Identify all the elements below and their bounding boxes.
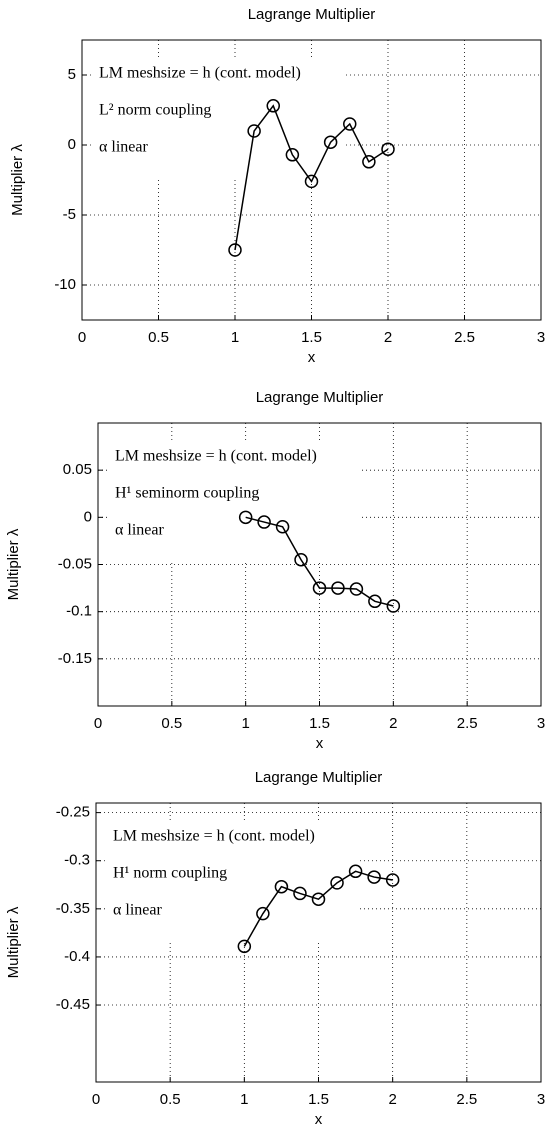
chart-title: Lagrange Multiplier (256, 389, 384, 406)
data-point (257, 515, 271, 529)
annotation: α linear (113, 902, 162, 919)
annotation: LM meshsize = h (cont. model) (115, 448, 317, 465)
y-axis-label: Multiplier λ (5, 906, 22, 978)
chart-title: Lagrange Multiplier (255, 769, 383, 786)
x-tick-label: 2 (384, 329, 392, 346)
x-tick-label: 0 (78, 329, 86, 346)
data-point (381, 142, 395, 156)
x-tick-label: 0 (94, 715, 102, 732)
data-point (266, 99, 280, 113)
axes-frame (97, 422, 542, 707)
data-line (234, 104, 389, 251)
data-point (330, 876, 344, 890)
x-tick-label: 0 (92, 1091, 100, 1108)
data-point (343, 117, 357, 131)
y-tick-label: -0.25 (56, 804, 90, 821)
x-tick-label: 2 (389, 715, 397, 732)
annotation: H¹ norm coupling (113, 865, 227, 882)
y-tick-label: -10 (54, 276, 76, 293)
y-tick-label: -0.4 (64, 948, 90, 965)
y-tick-label: -0.05 (58, 555, 92, 572)
data-point (228, 243, 242, 257)
annotation: L² norm coupling (99, 102, 211, 119)
y-tick-label: -0.1 (66, 603, 92, 620)
x-axis-label: x (316, 735, 324, 752)
y-tick-label: 0.05 (63, 461, 92, 478)
y-axis-label: Multiplier λ (5, 528, 22, 600)
annotation: LM meshsize = h (cont. model) (99, 65, 301, 82)
x-tick-label: 2 (388, 1091, 396, 1108)
x-tick-label: 0.5 (161, 715, 182, 732)
chart-title: Lagrange Multiplier (248, 6, 376, 23)
axes-frame (81, 39, 542, 321)
data-point (275, 520, 290, 534)
data-point (312, 581, 327, 595)
y-tick-label: -0.35 (56, 900, 90, 917)
annotation: α linear (115, 522, 164, 539)
y-tick-label: -0.45 (56, 996, 90, 1013)
data-point (285, 148, 300, 162)
x-tick-label: 2.5 (454, 329, 475, 346)
x-tick-label: 2.5 (456, 1091, 477, 1108)
data-point (238, 510, 253, 525)
y-axis-label: Multiplier λ (9, 144, 26, 216)
annotation: H¹ seminorm coupling (115, 485, 259, 502)
x-tick-label: 1 (231, 329, 239, 346)
y-tick-label: 5 (68, 66, 76, 83)
y-tick-label: 0 (84, 508, 92, 525)
annotation-box (110, 441, 360, 561)
data-point (294, 553, 308, 567)
data-point (256, 906, 270, 921)
data-point (304, 174, 319, 189)
data-point (367, 870, 381, 884)
data-point (293, 886, 307, 901)
x-tick-label: 1.5 (301, 329, 322, 346)
annotation-box (108, 821, 358, 941)
annotation: LM meshsize = h (cont. model) (113, 828, 315, 845)
data-point (386, 599, 401, 613)
data-point (385, 873, 400, 887)
y-tick-label: 0 (68, 136, 76, 153)
y-tick-label: -0.3 (64, 852, 90, 869)
x-axis-label: x (315, 1111, 323, 1128)
data-point (349, 582, 364, 596)
axes-frame (95, 802, 542, 1083)
annotation-box (94, 58, 344, 178)
x-tick-label: 1.5 (309, 715, 330, 732)
data-point (348, 864, 363, 879)
data-point (247, 124, 261, 138)
x-axis-label: x (308, 349, 316, 366)
annotation: α linear (99, 139, 148, 156)
x-tick-label: 0.5 (148, 329, 169, 346)
data-point (237, 939, 252, 954)
data-point (368, 594, 382, 609)
x-tick-label: 1 (241, 715, 249, 732)
x-tick-label: 1 (240, 1091, 248, 1108)
data-point (274, 879, 289, 894)
x-tick-label: 3 (537, 329, 545, 346)
data-point (323, 135, 338, 149)
data-point (331, 581, 345, 595)
y-tick-label: -5 (63, 206, 76, 223)
data-point (311, 892, 326, 906)
x-tick-label: 2.5 (457, 715, 478, 732)
data-point (362, 155, 376, 169)
x-tick-label: 3 (537, 1091, 545, 1108)
y-tick-label: -0.15 (58, 650, 92, 667)
x-tick-label: 1.5 (308, 1091, 329, 1108)
x-tick-label: 3 (537, 715, 545, 732)
x-tick-label: 0.5 (160, 1091, 181, 1108)
